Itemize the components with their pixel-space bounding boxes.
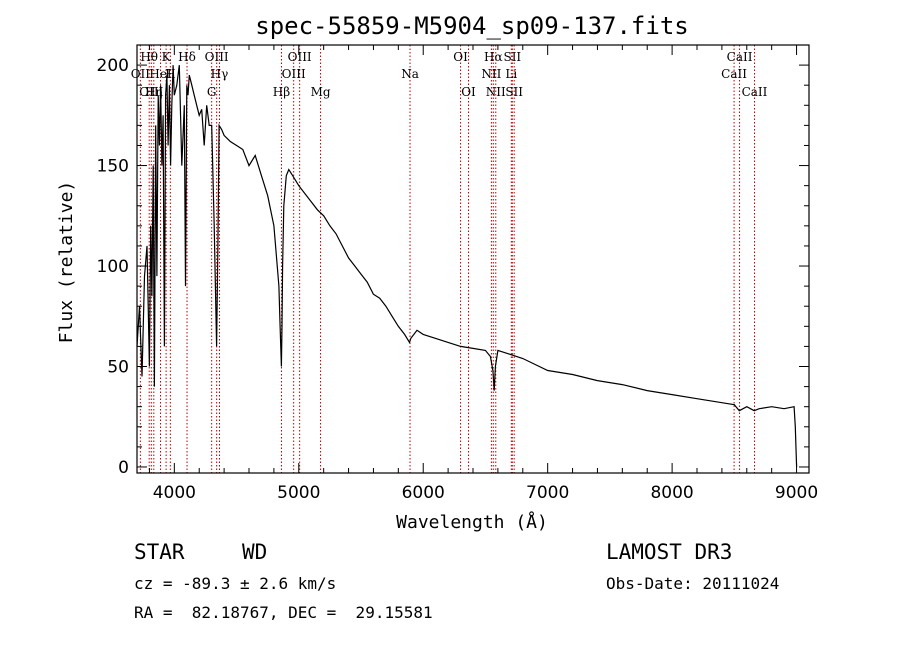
emission-line-label: G: [207, 85, 217, 99]
y-axis-label: Flux (relative): [56, 181, 77, 344]
coordinates-label: RA = 82.18767, DEC = 29.15581: [134, 603, 433, 622]
x-tick-label: 8000: [650, 483, 693, 503]
emission-line-label: Hβ: [273, 85, 290, 99]
emission-line-label: Hα: [484, 50, 503, 64]
emission-line-label: K: [162, 50, 172, 64]
emission-line-label: OIII: [288, 50, 312, 64]
survey-label: LAMOST DR3: [606, 540, 733, 564]
emission-line-label: OI: [461, 85, 476, 99]
emission-line-markers: [139, 45, 755, 473]
emission-line-label: Mg: [311, 85, 331, 99]
emission-line-label: CaII: [721, 67, 747, 81]
y-tick-label: 50: [107, 358, 129, 378]
y-tick-label: 200: [97, 56, 129, 76]
emission-line-label: OIII: [205, 50, 229, 64]
emission-line-label: H: [165, 67, 175, 81]
x-tick-label: 4000: [153, 483, 196, 503]
emission-line-label: Hθ: [140, 50, 158, 64]
x-tick-label: 9000: [775, 483, 818, 503]
emission-line-label: OII: [131, 67, 151, 81]
emission-line-label: NII: [481, 67, 501, 81]
x-tick-label: 6000: [402, 483, 445, 503]
x-tick-label: 7000: [526, 483, 569, 503]
emission-line-label: Hη: [145, 85, 163, 99]
y-tick-label: 100: [97, 257, 129, 277]
emission-line-labels: OIIHθOIIIHηHeIKHHδGOIIIHγHβOIIIOIIIMgNaO…: [131, 50, 768, 99]
y-tick-label: 0: [118, 458, 129, 478]
emission-line-label: Hγ: [211, 67, 229, 81]
class-label: STAR: [134, 540, 185, 564]
spectrum-line: [136, 65, 798, 468]
plot-frame: [136, 44, 810, 474]
emission-line-label: Na: [401, 67, 419, 81]
axis-ticks: 4000 5000 6000 7000 8000 9000 0 50 100 150 200: [97, 45, 818, 503]
emission-line-label: NII: [486, 85, 506, 99]
emission-line-label: OI: [453, 50, 468, 64]
x-axis-label: Wavelength (Å): [396, 511, 548, 533]
emission-line-label: OIII: [139, 85, 163, 99]
emission-line-label: Hδ: [178, 50, 196, 64]
emission-line-label: OIII: [282, 67, 306, 81]
emission-line-label: SII: [503, 50, 521, 64]
chart-title: spec-55859-M5904_sp09-137.fits: [255, 12, 688, 40]
obs-date-label: Obs-Date: 20111024: [606, 574, 780, 593]
emission-line-label: SII: [505, 85, 523, 99]
redshift-label: cz = -89.3 ± 2.6 km/s: [134, 574, 337, 593]
emission-line-label: CaII: [742, 85, 768, 99]
subclass-label: WD: [242, 540, 268, 564]
emission-line-label: CaII: [727, 50, 753, 64]
emission-line-label: Li: [505, 67, 517, 81]
x-tick-label: 5000: [277, 483, 320, 503]
y-tick-label: 150: [97, 157, 129, 177]
emission-line-label: HeI: [149, 67, 172, 81]
